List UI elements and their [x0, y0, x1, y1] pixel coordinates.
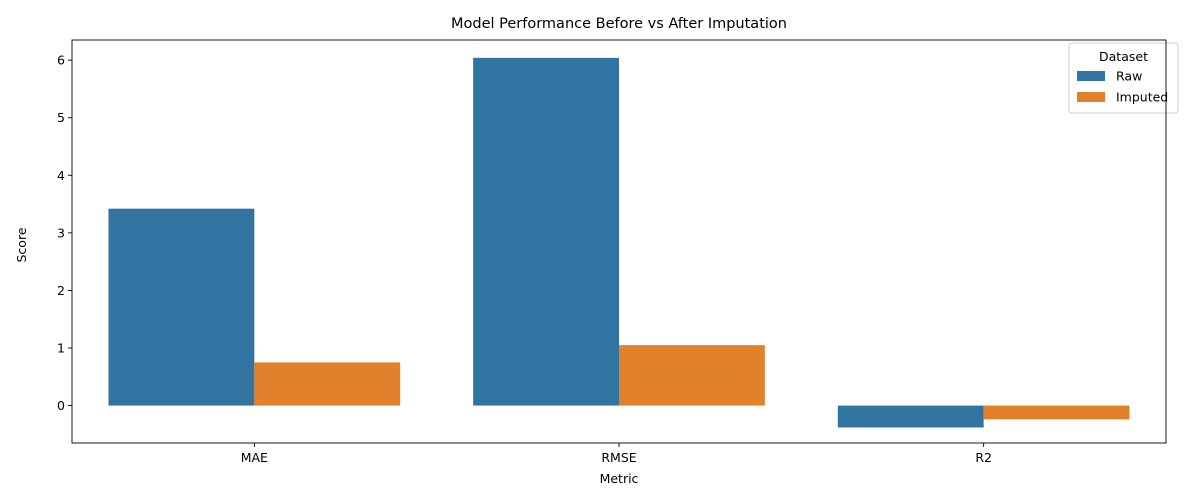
y-tick-label: 0	[57, 398, 65, 413]
legend-label-imputed: Imputed	[1116, 90, 1168, 105]
legend-swatch-imputed	[1077, 92, 1105, 102]
plot-border	[71, 39, 1167, 444]
y-tick-label: 4	[57, 168, 65, 183]
legend: Dataset Raw Imputed	[1068, 42, 1179, 114]
x-axis-label: Metric	[600, 471, 639, 486]
y-tick-label: 6	[57, 53, 65, 68]
y-tick-label: 5	[57, 110, 65, 125]
bar-imputed-mae	[254, 362, 401, 406]
y-tick-label: 1	[57, 341, 65, 356]
plot-area	[108, 57, 1130, 428]
bar-raw-r2	[837, 405, 984, 428]
y-axis: 0 1 2 3 4 5 6	[57, 53, 72, 413]
legend-swatch-raw	[1077, 71, 1105, 81]
y-axis-label: Score	[14, 227, 29, 262]
x-tick-label: RMSE	[601, 450, 636, 465]
bar-raw-mae	[108, 208, 255, 406]
axes-frame	[71, 39, 1167, 444]
y-tick-label: 2	[57, 283, 65, 298]
bar-raw-rmse	[473, 57, 619, 406]
bar-imputed-rmse	[619, 345, 765, 406]
y-tick-label: 3	[57, 225, 65, 240]
x-tick-label: MAE	[241, 450, 268, 465]
legend-title: Dataset	[1099, 49, 1148, 64]
x-tick-label: R2	[975, 450, 992, 465]
bar-imputed-r2	[983, 405, 1130, 420]
legend-label-raw: Raw	[1116, 69, 1142, 84]
chart-title: Model Performance Before vs After Imputa…	[451, 16, 787, 32]
x-axis: MAE RMSE R2	[241, 443, 992, 465]
